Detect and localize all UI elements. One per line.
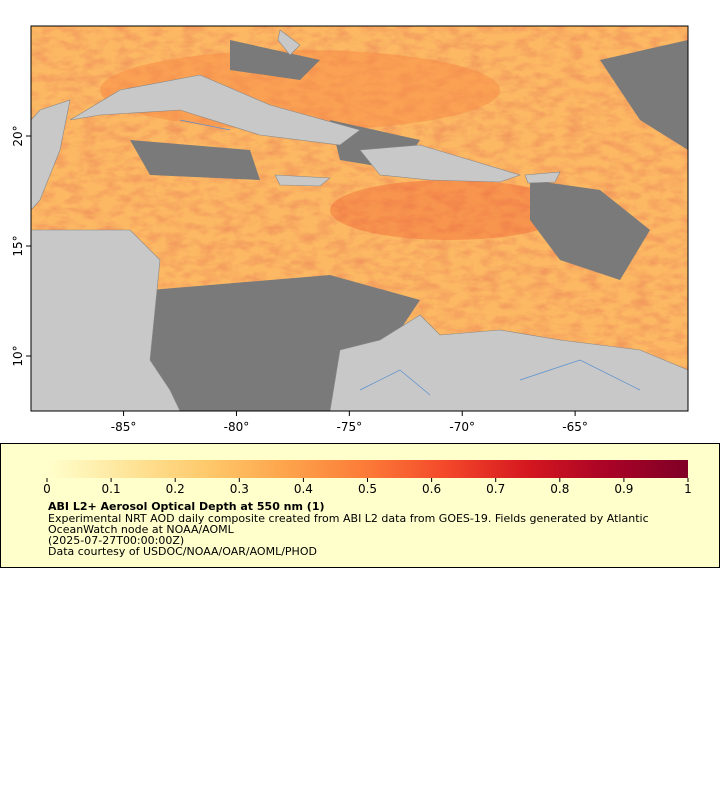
y-tick-label: 20° [11, 125, 25, 146]
x-tick-label: -75° [337, 420, 363, 434]
x-tick-label: -65° [562, 420, 588, 434]
colorbar-tick-label: 0.6 [422, 482, 441, 496]
map-area [31, 26, 688, 411]
colorbar-tick-label: 0.3 [230, 482, 249, 496]
x-tick-label: -80° [224, 420, 250, 434]
colorbar-tick-label: 0.9 [614, 482, 633, 496]
y-tick-label: 10° [11, 345, 25, 366]
colorbar-tick-label: 0.4 [294, 482, 313, 496]
colorbar-tick-label: 0.7 [486, 482, 505, 496]
y-tick-label: 15° [11, 235, 25, 256]
colorbar-tick-label: 0.2 [166, 482, 185, 496]
legend-line: OceanWatch node at NOAA/AOML [48, 523, 235, 536]
colorbar-tick-label: 0 [43, 482, 51, 496]
map-frame [30, 25, 689, 412]
legend-line: Data courtesy of USDOC/NOAA/OAR/AOML/PHO… [48, 545, 317, 558]
rivers [179, 119, 641, 396]
legend-line: (2025-07-27T00:00:00Z) [48, 534, 184, 547]
colorbar [47, 460, 688, 478]
colorbar-tick-label: 0.8 [550, 482, 569, 496]
colorbar-tick-label: 1 [684, 482, 692, 496]
x-tick-label: -85° [111, 420, 137, 434]
legend-line: Experimental NRT AOD daily composite cre… [48, 512, 649, 525]
colorbar-tick-label: 0.1 [102, 482, 121, 496]
land [31, 29, 688, 411]
no-data [130, 40, 688, 411]
colorbar-tick-label: 0.5 [358, 482, 377, 496]
aod-plume [330, 180, 570, 240]
legend-title: ABI L2+ Aerosol Optical Depth at 550 nm … [48, 500, 325, 513]
x-tick-label: -70° [449, 420, 475, 434]
